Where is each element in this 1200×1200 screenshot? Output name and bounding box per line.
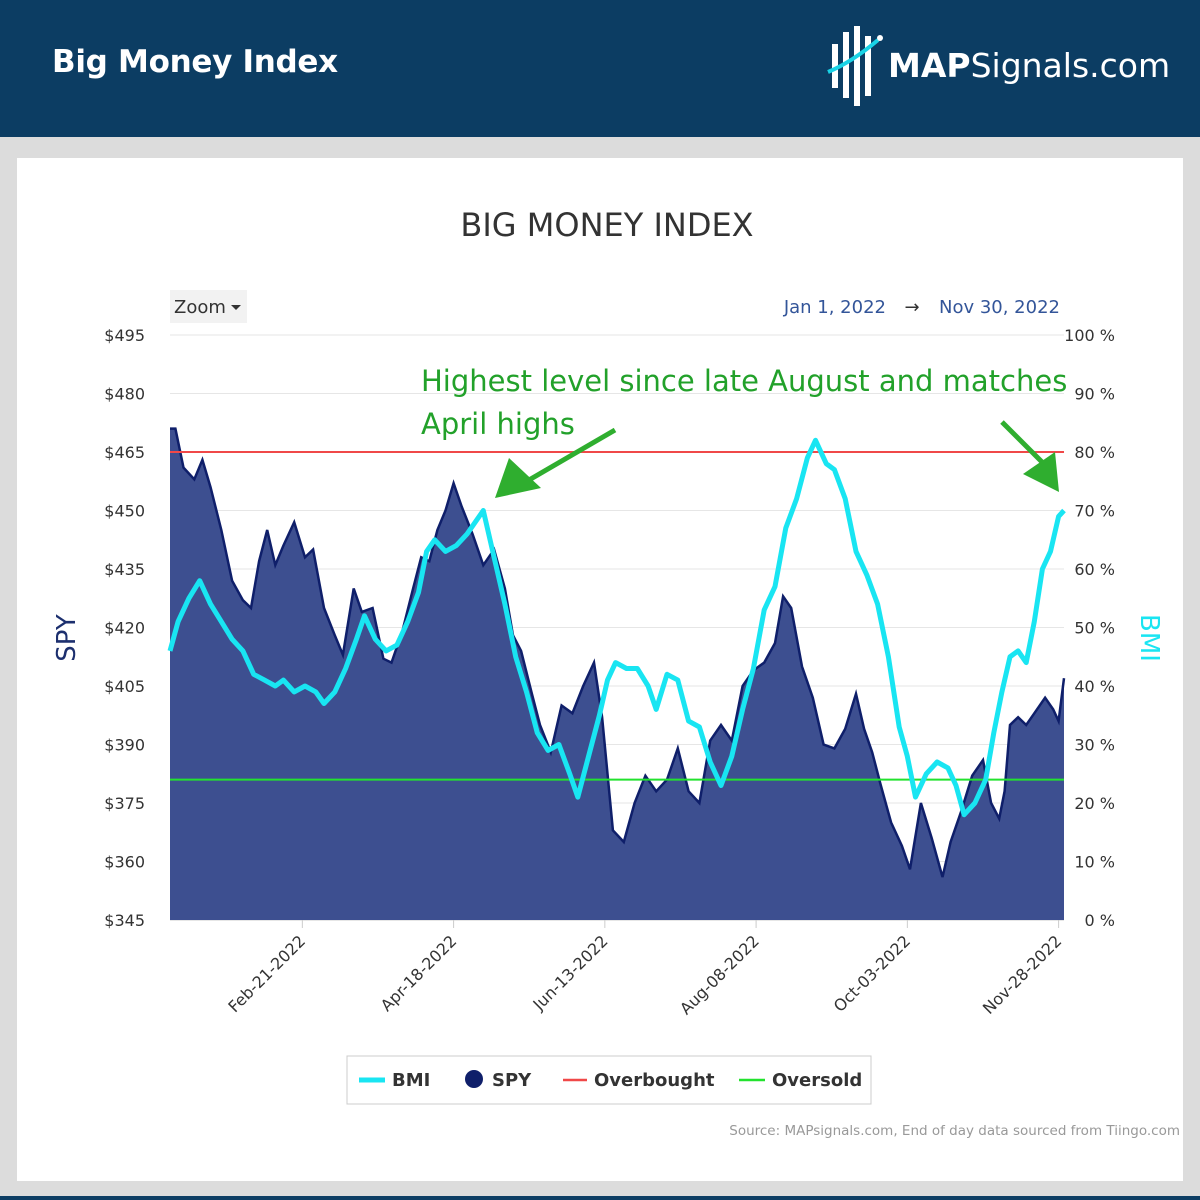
legend-label-spy: SPY: [492, 1070, 532, 1091]
legend-label-overbought: Overbought: [594, 1070, 715, 1091]
annotation: Highest level since late August and matc…: [421, 364, 1067, 498]
y-tick-right: 50 %: [1074, 619, 1115, 638]
range-start[interactable]: Jan 1, 2022: [783, 297, 886, 318]
annotation-line-2: April highs: [421, 407, 575, 441]
y-tick-right: 0 %: [1085, 911, 1115, 930]
y-tick-left: $345: [104, 911, 145, 930]
x-tick-label: Nov-28-2022: [979, 931, 1066, 1018]
y-axis-right: 100 % 90 % 80 % 70 % 60 % 50 % 40 % 30 % 20 % 10 …: [1064, 326, 1115, 930]
arrow-left-icon: [495, 427, 617, 498]
y-tick-left: $360: [104, 853, 145, 872]
y-tick-left: $420: [104, 619, 145, 638]
y-tick-left: $375: [104, 794, 145, 813]
y-tick-right: 60 %: [1074, 560, 1115, 579]
y-tick-left: $450: [104, 502, 145, 521]
range-end[interactable]: Nov 30, 2022: [939, 297, 1060, 318]
y-tick-right: 10 %: [1074, 853, 1115, 872]
legend-item-spy[interactable]: SPY: [465, 1070, 532, 1091]
y-tick-left: $435: [104, 560, 145, 579]
y-tick-right: 30 %: [1074, 736, 1115, 755]
y-axis-left-title: SPY: [52, 614, 82, 662]
x-tick-label: Jun-13-2022: [529, 931, 612, 1014]
legend-item-overbought[interactable]: Overbought: [563, 1070, 715, 1091]
bottom-bar: [0, 1196, 1200, 1200]
legend-item-oversold[interactable]: Oversold: [739, 1070, 862, 1091]
brand-logo[interactable]: MAPSignals.com: [826, 22, 1176, 112]
y-tick-right: 80 %: [1074, 443, 1115, 462]
y-tick-right: 70 %: [1074, 502, 1115, 521]
y-tick-left: $390: [104, 736, 145, 755]
y-tick-right: 100 %: [1064, 326, 1115, 345]
source-credit: Source: MAPsignals.com, End of day data …: [729, 1123, 1180, 1139]
mapsignals-logo-icon: [827, 26, 883, 106]
y-tick-left: $480: [104, 385, 145, 404]
y-tick-right: 20 %: [1074, 794, 1115, 813]
chart-title: BIG MONEY INDEX: [460, 206, 753, 244]
bmi-line: [167, 437, 1066, 818]
zoom-button[interactable]: Zoom: [170, 290, 247, 323]
x-tick-label: Feb-21-2022: [224, 931, 309, 1016]
legend-label-bmi: BMI: [392, 1070, 430, 1091]
legend: BMI SPY Overbought Oversold: [346, 1055, 872, 1105]
legend-label-oversold: Oversold: [772, 1070, 862, 1091]
y-tick-right: 90 %: [1074, 385, 1115, 404]
y-tick-right: 40 %: [1074, 677, 1115, 696]
y-tick-left: $465: [104, 443, 145, 462]
spy-area: [170, 428, 1064, 920]
zoom-label: Zoom: [174, 297, 226, 318]
header-banner: Big Money Index MAPSignals.com: [0, 0, 1200, 137]
x-tick-label: Apr-18-2022: [377, 931, 461, 1015]
range-arrow: →: [904, 297, 919, 318]
x-tick-label: Oct-03-2022: [830, 931, 914, 1015]
y-tick-left: $495: [104, 326, 145, 345]
arrow-right-icon: [1000, 420, 1059, 492]
bmi-chart: BIG MONEY INDEX Zoom Jan 1, 2022 → Nov 3…: [52, 206, 1180, 1139]
x-tick-label: Aug-08-2022: [676, 931, 763, 1018]
annotation-line-1: Highest level since late August and matc…: [421, 364, 1067, 398]
spy-line: [170, 427, 1066, 878]
chart-card: BIG MONEY INDEX Zoom Jan 1, 2022 → Nov 3…: [17, 158, 1183, 1181]
header-title: Big Money Index: [52, 44, 338, 80]
y-axis-right-title: BMI: [1134, 614, 1164, 662]
chevron-down-icon: [231, 305, 241, 310]
y-tick-left: $405: [104, 677, 145, 696]
brand-name: MAPSignals.com: [888, 46, 1171, 85]
y-axis-left: $495 $480 $465 $450 $435 $420 $405 $390 $375 $360…: [104, 326, 145, 930]
x-axis: Feb-21-2022 Apr-18-2022 Jun-13-2022 Aug-08-…: [170, 919, 1066, 1018]
legend-item-bmi[interactable]: BMI: [359, 1070, 430, 1091]
